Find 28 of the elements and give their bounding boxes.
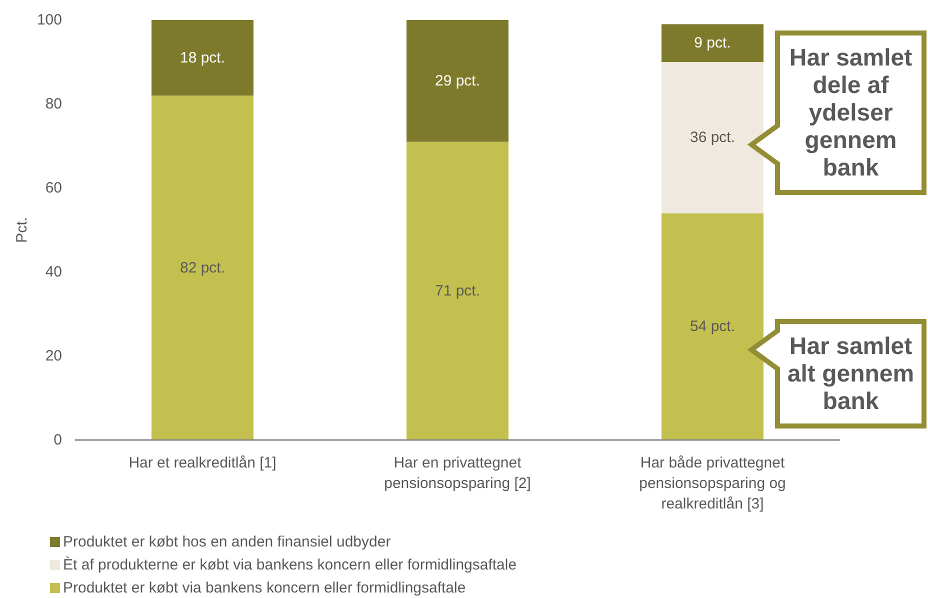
bar	[662, 24, 764, 62]
data-label: 18 pct.	[180, 49, 226, 66]
data-label: 54 pct.	[690, 318, 736, 336]
x-tick-label: Har en privattegnet pensionsopsparing [2]	[384, 454, 531, 492]
data-label: 29 pct.	[434, 72, 480, 90]
legend-label: Produktet er købt hos en anden finansiel udbyder	[63, 534, 391, 550]
x-tick-label: Har både privattegnet pensionsopsparing og realkreditlån [3]	[639, 454, 786, 512]
bar	[152, 20, 254, 96]
y-tick-label: 40	[45, 264, 62, 280]
annotation: Har samlet alt gennem bank	[787, 332, 914, 415]
data-label: 82 pct.	[180, 259, 226, 276]
x-tick-label: Har et realkreditlån [1]	[128, 454, 276, 472]
y-tick-label: 0	[54, 432, 62, 448]
bar	[406, 142, 508, 440]
y-tick-label: 20	[45, 348, 62, 364]
y-axis-title: Pct.	[14, 217, 30, 243]
bar	[406, 20, 508, 142]
legend-label: Èt af produkterne er købt via bankens koncern eller formidlingsaftale	[63, 556, 517, 574]
annotation: Har samlet dele af ydelser gennem bank	[789, 44, 912, 182]
data-label: 71 pct.	[434, 282, 480, 300]
data-label: 9 pct.	[694, 34, 731, 52]
legend-label: Produktet er købt via bankens koncern eller formidlingsaftale	[63, 580, 466, 596]
y-tick-label: 80	[45, 96, 62, 112]
y-tick-label: 60	[45, 180, 62, 196]
data-label: 36 pct.	[690, 129, 736, 146]
bar	[152, 96, 254, 440]
y-tick-label: 100	[36, 12, 62, 28]
bar	[662, 213, 764, 440]
